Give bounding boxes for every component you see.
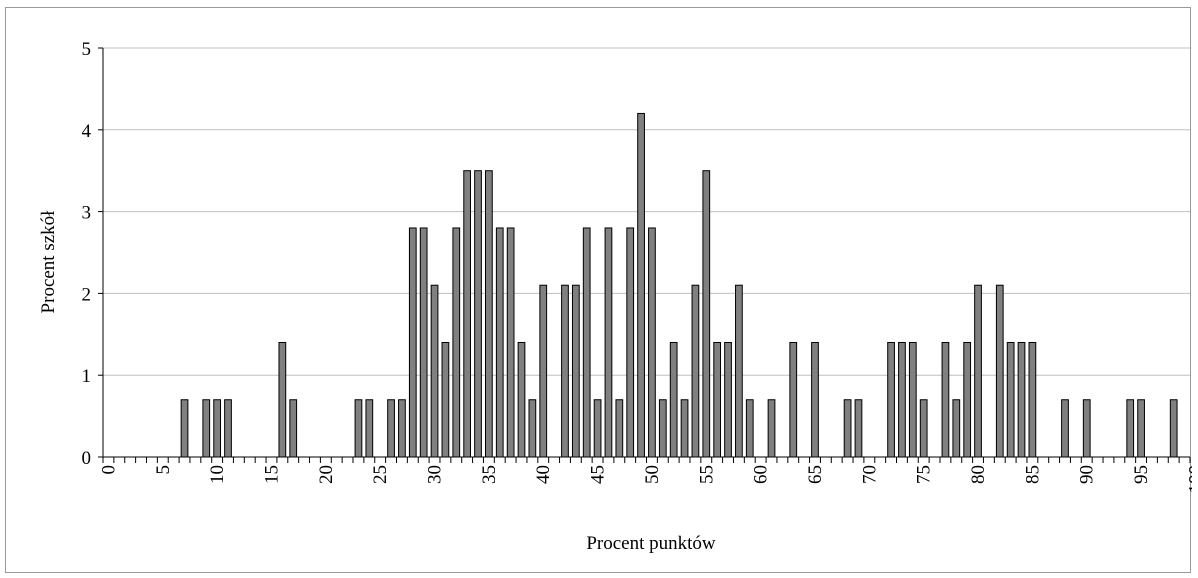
bar bbox=[517, 341, 526, 458]
x-tick-label: 50 bbox=[642, 465, 663, 484]
x-tick-label: 5 bbox=[153, 465, 174, 475]
y-tick-label: 4 bbox=[82, 121, 92, 142]
bar bbox=[1061, 399, 1069, 458]
bar bbox=[485, 170, 493, 458]
bar bbox=[952, 399, 961, 458]
bar bbox=[387, 399, 395, 458]
bar bbox=[713, 341, 722, 458]
y-tick-label: 2 bbox=[82, 284, 92, 305]
bar bbox=[430, 284, 439, 458]
bar bbox=[539, 284, 548, 458]
bar bbox=[658, 399, 667, 458]
bar bbox=[452, 227, 461, 458]
x-tick-label: 95 bbox=[1131, 465, 1152, 484]
bar bbox=[289, 399, 298, 458]
x-axis-title: Procent punktów bbox=[586, 533, 716, 554]
bar bbox=[1169, 399, 1178, 458]
bar bbox=[843, 399, 852, 458]
bar bbox=[919, 399, 928, 458]
chart-frame: 0 1 2 3 4 5 0 5 10 15 20 25 30 35 40 45 50 55 60 65 70 75 80 85… bbox=[5, 7, 1193, 573]
bar bbox=[626, 227, 635, 458]
bar bbox=[887, 341, 895, 458]
bar bbox=[963, 341, 972, 458]
bar bbox=[604, 227, 613, 458]
bar bbox=[637, 112, 645, 458]
bar bbox=[365, 399, 374, 458]
bar bbox=[724, 341, 732, 458]
bar bbox=[898, 341, 906, 458]
bar bbox=[582, 227, 591, 458]
y-tick-label: 3 bbox=[82, 203, 92, 224]
bar bbox=[974, 284, 982, 458]
bar bbox=[735, 284, 743, 458]
bar bbox=[648, 227, 656, 458]
axes bbox=[98, 47, 1191, 463]
bar bbox=[593, 399, 602, 458]
bar bbox=[1006, 341, 1015, 458]
x-tick-label: 70 bbox=[859, 465, 880, 484]
x-tick-label: 35 bbox=[479, 465, 500, 484]
x-tick-label: 90 bbox=[1077, 465, 1098, 484]
x-tick-label: 85 bbox=[1022, 465, 1043, 484]
bar bbox=[474, 170, 482, 458]
bar bbox=[1137, 399, 1145, 458]
x-tick-label: 15 bbox=[261, 465, 282, 484]
bar bbox=[528, 399, 537, 458]
bar bbox=[1082, 399, 1091, 458]
bar bbox=[669, 341, 678, 458]
bar bbox=[224, 399, 232, 458]
bar bbox=[1028, 341, 1037, 458]
y-tick-label: 1 bbox=[82, 366, 92, 387]
bar bbox=[854, 399, 863, 458]
bar bbox=[941, 341, 950, 458]
bars bbox=[180, 112, 1178, 458]
bar bbox=[680, 399, 689, 458]
bar bbox=[561, 284, 569, 458]
bar bbox=[463, 170, 472, 458]
bar bbox=[398, 399, 406, 458]
bar bbox=[908, 341, 917, 458]
x-tick-label: 25 bbox=[370, 465, 391, 484]
bar bbox=[354, 399, 363, 458]
gridlines bbox=[103, 47, 1190, 376]
x-tick-label: 40 bbox=[533, 465, 554, 484]
y-tick-label: 5 bbox=[82, 39, 92, 60]
bar bbox=[789, 341, 798, 458]
bar bbox=[408, 227, 417, 458]
y-axis-title: Procent szkół bbox=[38, 210, 59, 314]
bar bbox=[811, 341, 819, 458]
bar bbox=[506, 227, 515, 458]
x-tick-label: 45 bbox=[588, 465, 609, 484]
bar bbox=[702, 170, 711, 458]
bar bbox=[419, 227, 428, 458]
bar bbox=[745, 399, 754, 458]
bar bbox=[495, 227, 504, 458]
bar bbox=[995, 284, 1004, 458]
x-tick-label: 65 bbox=[805, 465, 826, 484]
bar bbox=[615, 399, 624, 458]
bar bbox=[278, 341, 287, 458]
bar bbox=[1017, 341, 1026, 458]
y-tick-label: 0 bbox=[82, 448, 92, 469]
bar bbox=[202, 399, 211, 458]
bar bbox=[571, 284, 580, 458]
bar bbox=[180, 399, 189, 458]
bar bbox=[441, 341, 450, 458]
bar bbox=[1126, 399, 1135, 458]
x-tick-label: 55 bbox=[696, 465, 717, 484]
x-tick-label: 100 bbox=[1185, 465, 1192, 494]
x-tick-label: 60 bbox=[751, 465, 772, 484]
bar bbox=[691, 284, 700, 458]
x-tick-label: 80 bbox=[968, 465, 989, 484]
x-tick-label: 30 bbox=[425, 465, 446, 484]
x-tick-label: 75 bbox=[914, 465, 935, 484]
x-tick-label: 0 bbox=[98, 465, 119, 475]
x-tick-label: 20 bbox=[316, 465, 337, 484]
x-tick-label: 10 bbox=[207, 465, 228, 484]
bar bbox=[213, 399, 222, 458]
bar bbox=[767, 399, 776, 458]
